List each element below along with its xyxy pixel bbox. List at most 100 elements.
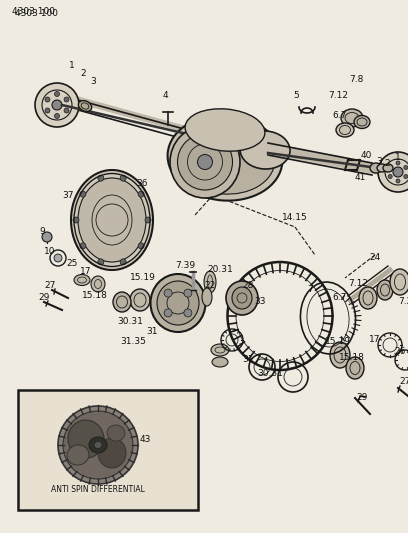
Text: 15.19: 15.19 [130,273,156,282]
Circle shape [52,100,62,110]
Ellipse shape [98,438,126,468]
Text: 41: 41 [354,174,366,182]
Text: 1: 1 [69,61,75,69]
Text: 30.31: 30.31 [257,369,283,378]
Text: ANTI SPIN DIFFERENTIAL: ANTI SPIN DIFFERENTIAL [51,486,145,495]
Text: 30.31: 30.31 [117,318,143,327]
Ellipse shape [336,123,354,137]
Circle shape [80,191,86,197]
Ellipse shape [240,131,290,169]
Text: 9: 9 [39,228,45,237]
Ellipse shape [58,406,138,484]
Text: 15.18: 15.18 [82,290,108,300]
Ellipse shape [74,274,90,286]
Circle shape [120,259,126,265]
Text: 24: 24 [369,254,381,262]
Circle shape [404,174,408,179]
Text: 3: 3 [90,77,96,85]
Ellipse shape [170,126,240,198]
Ellipse shape [63,411,133,479]
Ellipse shape [377,164,387,172]
Text: 26: 26 [394,348,406,357]
Ellipse shape [113,292,131,312]
Circle shape [396,161,400,165]
Ellipse shape [71,170,153,270]
Circle shape [138,243,144,249]
Text: 5: 5 [293,91,299,100]
Text: 22: 22 [204,280,215,289]
Circle shape [55,92,60,96]
Ellipse shape [107,425,125,441]
Ellipse shape [354,116,370,128]
Circle shape [138,191,144,197]
Ellipse shape [175,122,275,194]
Text: 10: 10 [44,247,56,256]
Text: 15.19: 15.19 [325,337,351,346]
Ellipse shape [359,287,377,309]
Text: 7.12: 7.12 [348,279,368,288]
Ellipse shape [377,280,393,300]
Circle shape [55,114,60,118]
Circle shape [388,174,392,179]
Text: 2: 2 [384,159,390,168]
Text: 15.18: 15.18 [339,353,365,362]
Ellipse shape [68,420,104,458]
Ellipse shape [185,109,265,151]
Ellipse shape [157,281,199,325]
Bar [18,390,198,510]
Circle shape [378,152,408,192]
Circle shape [404,166,408,169]
Ellipse shape [211,344,229,356]
Text: 36: 36 [136,179,148,188]
Ellipse shape [78,101,92,111]
Text: 43: 43 [139,435,151,445]
Circle shape [64,108,69,113]
Circle shape [42,232,52,242]
Text: 27: 27 [44,280,55,289]
Circle shape [45,97,50,102]
Ellipse shape [78,178,146,262]
Text: 7.23: 7.23 [398,297,408,306]
Ellipse shape [91,276,105,292]
Text: 4303 100: 4303 100 [12,7,55,17]
Text: 14.15: 14.15 [282,214,308,222]
Text: 31.35: 31.35 [120,337,146,346]
Text: 20.31: 20.31 [207,265,233,274]
Ellipse shape [151,274,206,332]
Circle shape [120,175,126,181]
Text: 4: 4 [162,91,168,100]
Ellipse shape [197,155,213,169]
Text: 27: 27 [399,377,408,386]
Text: 3: 3 [376,157,382,166]
Ellipse shape [226,281,258,315]
Circle shape [45,108,50,113]
Ellipse shape [94,441,102,448]
Text: 29: 29 [38,294,50,303]
Text: 7: 7 [307,286,313,295]
Circle shape [164,309,172,317]
Ellipse shape [202,288,212,306]
Text: 37: 37 [62,190,74,199]
Circle shape [64,97,69,102]
Ellipse shape [346,357,364,379]
Text: 1: 1 [395,154,401,163]
Ellipse shape [330,342,350,368]
Circle shape [98,175,104,181]
Text: 7.8: 7.8 [349,76,363,85]
Text: 17: 17 [80,268,92,277]
Ellipse shape [212,357,228,367]
Circle shape [145,217,151,223]
Text: 31: 31 [146,327,158,336]
Ellipse shape [232,287,252,309]
Text: 2: 2 [80,69,86,77]
Ellipse shape [177,134,233,190]
Circle shape [54,254,62,262]
Text: 7.39: 7.39 [175,261,195,270]
Ellipse shape [89,437,107,453]
Text: 31: 31 [242,356,254,365]
Ellipse shape [168,115,282,200]
Text: 25: 25 [67,260,78,269]
Circle shape [98,259,104,265]
Text: 40: 40 [360,150,372,159]
Text: 7.12: 7.12 [328,91,348,100]
